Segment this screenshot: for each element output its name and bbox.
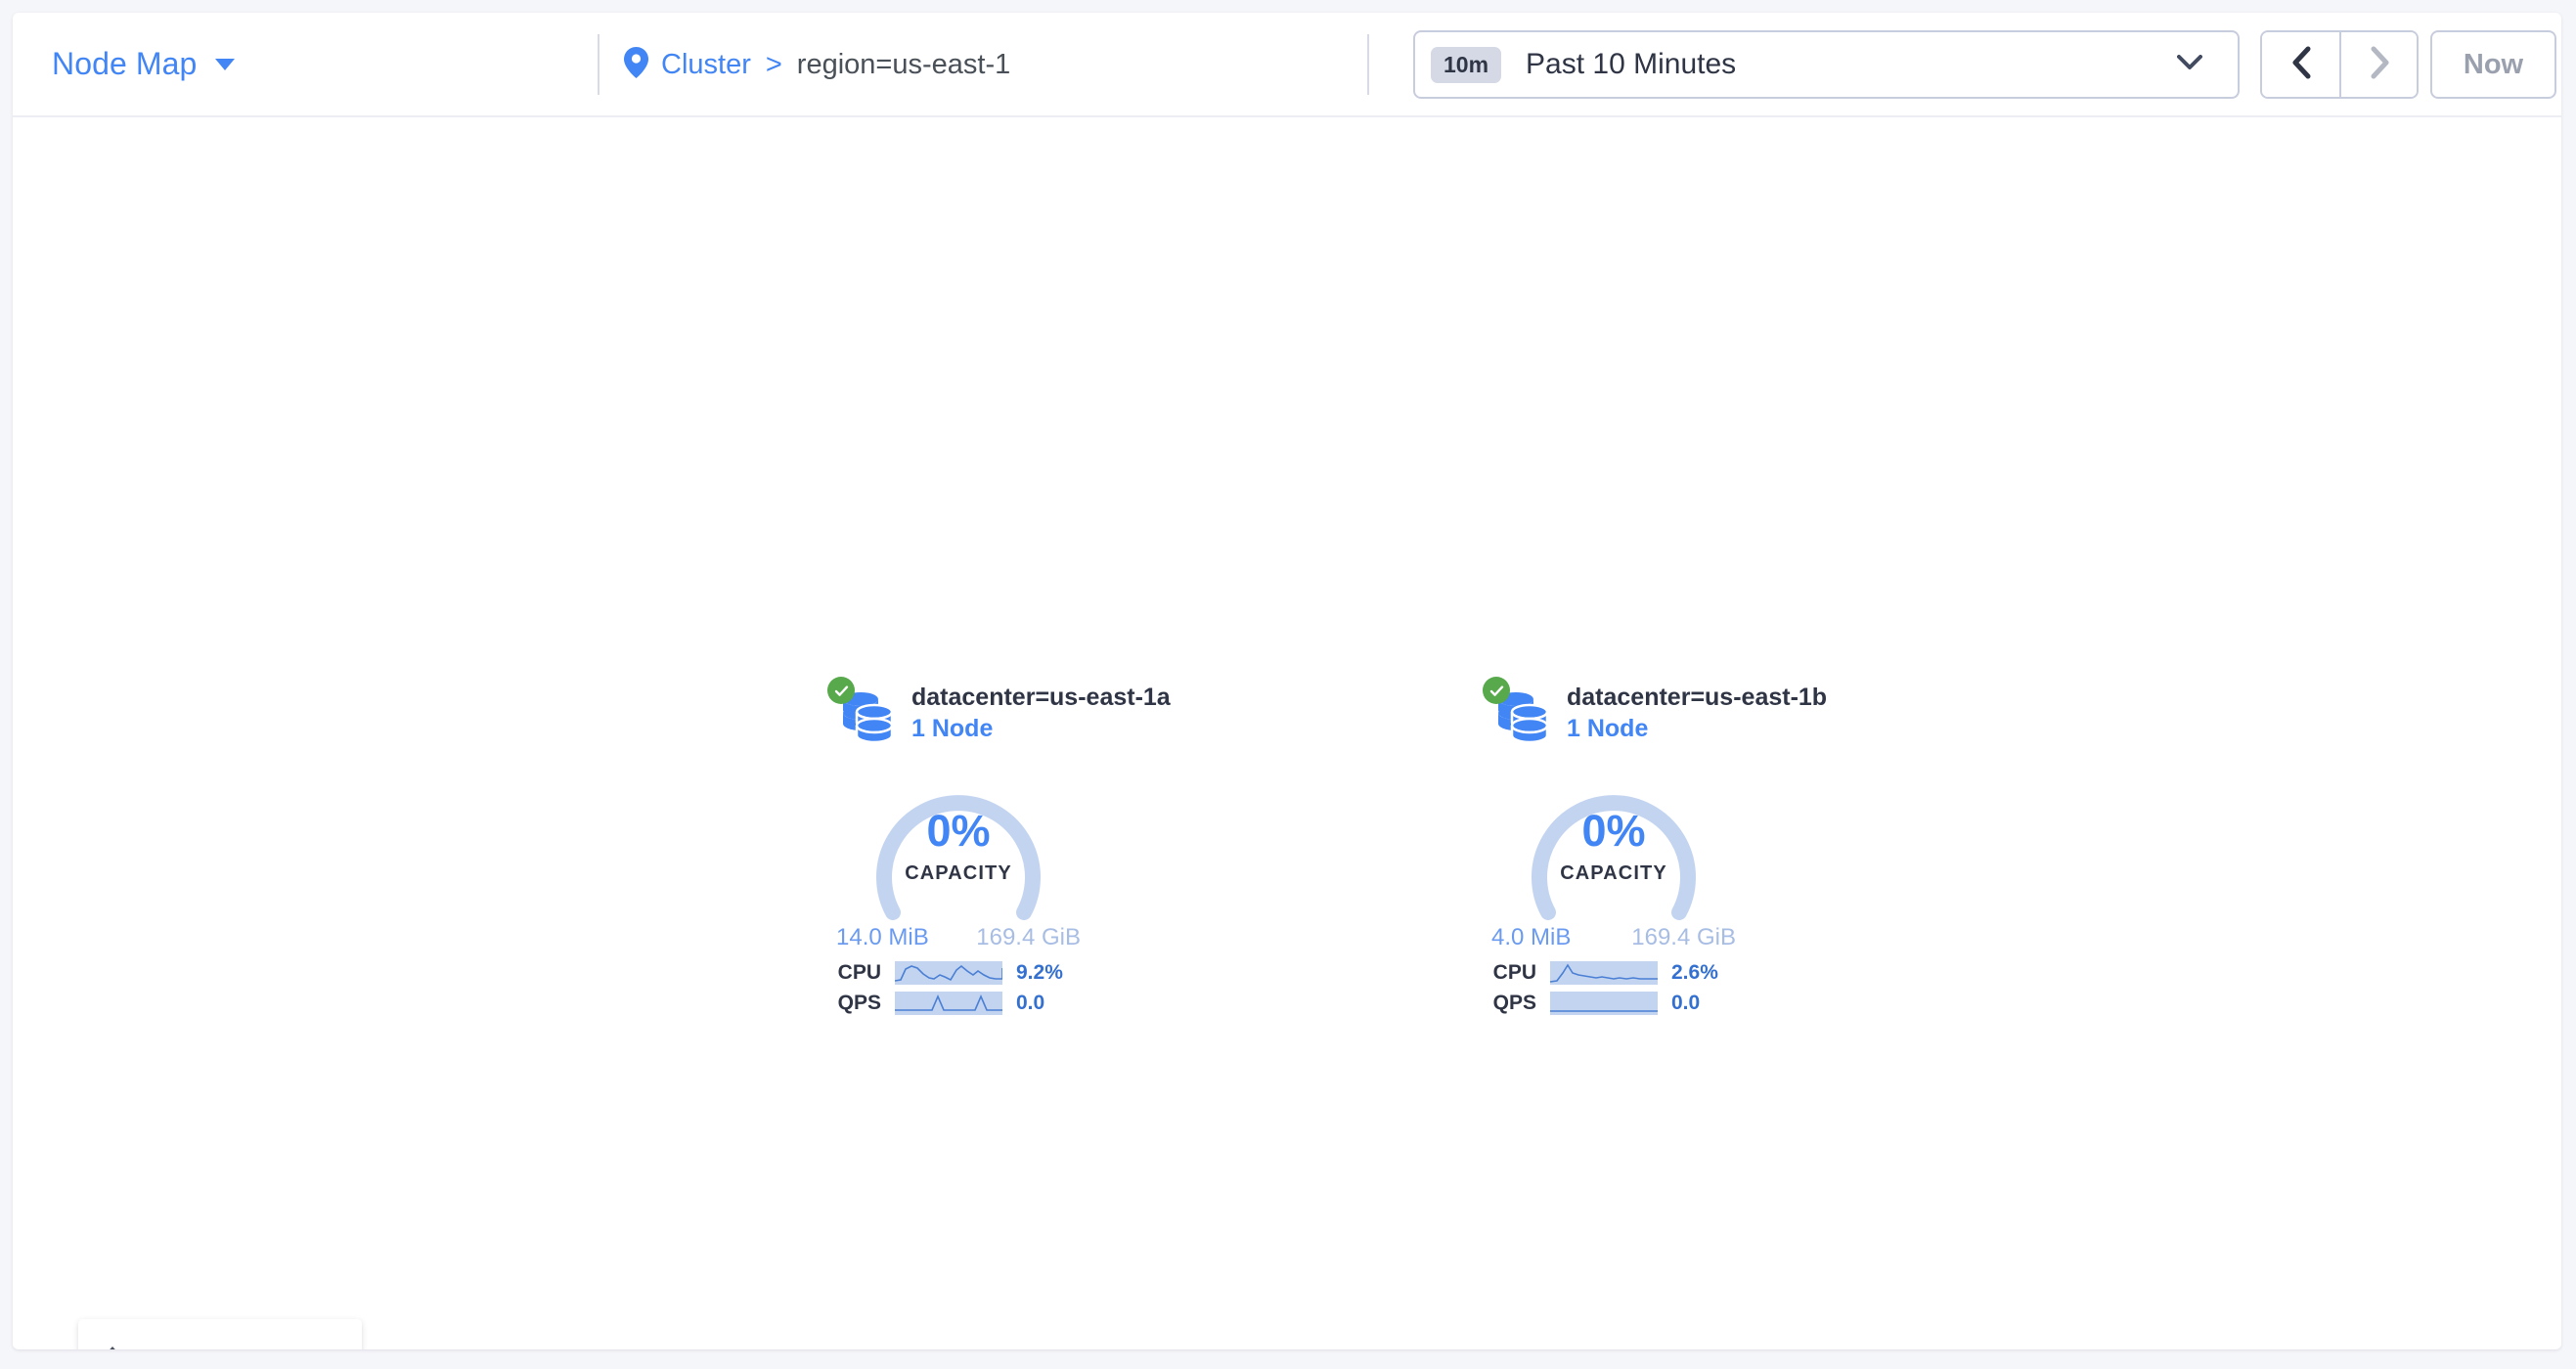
metric-row: CPU 9.2% bbox=[836, 957, 1090, 988]
database-stack-icon bbox=[1483, 677, 1551, 747]
node-metrics: CPU 2.6% QPS 0.0 bbox=[1491, 957, 1746, 1018]
up-to-cluster-button[interactable]: Up to CLUSTER bbox=[78, 1319, 362, 1349]
capacity-gauge: 0% CAPACITY bbox=[1511, 764, 1716, 920]
node-group-titles: datacenter=us-east-1a 1 Node bbox=[911, 677, 1171, 746]
time-range-label: Past 10 Minutes bbox=[1526, 48, 1737, 80]
node-group-count[interactable]: 1 Node bbox=[1567, 715, 1649, 743]
node-group[interactable]: datacenter=us-east-1a 1 Node 0% CAPACITY… bbox=[815, 677, 1225, 1018]
capacity-gauge-text: 0% CAPACITY bbox=[1511, 809, 1716, 885]
metric-label: QPS bbox=[837, 991, 881, 1014]
node-group-header: datacenter=us-east-1a 1 Node bbox=[815, 677, 1225, 747]
capacity-gauge: 0% CAPACITY bbox=[856, 764, 1061, 920]
toolbar-divider bbox=[598, 34, 600, 95]
capacity-used: 4.0 MiB bbox=[1491, 924, 1572, 950]
toolbar: Node Map Cluster > region=us-east-1 10m … bbox=[13, 13, 2561, 117]
capacity-values: 4.0 MiB 169.4 GiB bbox=[1491, 924, 1736, 951]
metric-row: QPS 0.0 bbox=[1491, 988, 1746, 1018]
metric-row: QPS 0.0 bbox=[836, 988, 1090, 1018]
view-selector-dropdown[interactable]: Node Map bbox=[52, 46, 236, 82]
app-surface: Node Map Cluster > region=us-east-1 10m … bbox=[13, 13, 2561, 1349]
arrow-up-icon bbox=[101, 1345, 124, 1349]
node-group-count[interactable]: 1 Node bbox=[911, 715, 994, 743]
metric-label: CPU bbox=[1492, 960, 1536, 984]
node-map-canvas: datacenter=us-east-1a 1 Node 0% CAPACITY… bbox=[13, 117, 2561, 1349]
metric-label: CPU bbox=[837, 960, 881, 984]
node-group-header: datacenter=us-east-1b 1 Node bbox=[1470, 677, 1881, 747]
capacity-values: 14.0 MiB 169.4 GiB bbox=[836, 924, 1081, 951]
database-stack-icon bbox=[827, 677, 896, 747]
breadcrumb-separator: > bbox=[765, 49, 782, 80]
node-metrics: CPU 9.2% QPS 0.0 bbox=[836, 957, 1090, 1018]
capacity-used: 14.0 MiB bbox=[836, 924, 929, 950]
time-nav-group bbox=[2260, 30, 2419, 99]
chevron-down-icon bbox=[215, 58, 236, 70]
metric-value: 9.2% bbox=[1016, 960, 1063, 984]
metric-label: QPS bbox=[1492, 991, 1536, 1014]
chevron-left-icon bbox=[2290, 46, 2312, 84]
chevron-right-icon bbox=[2369, 46, 2390, 84]
capacity-label: CAPACITY bbox=[905, 862, 1012, 884]
cpu-sparkline bbox=[1550, 960, 1658, 985]
node-group-title: datacenter=us-east-1b bbox=[1567, 684, 1828, 711]
metric-value: 2.6% bbox=[1671, 960, 1718, 984]
chevron-down-icon bbox=[2177, 54, 2202, 75]
metric-value: 0.0 bbox=[1016, 991, 1045, 1014]
capacity-gauge-text: 0% CAPACITY bbox=[856, 809, 1061, 885]
node-group-title: datacenter=us-east-1a bbox=[911, 684, 1171, 711]
capacity-label: CAPACITY bbox=[1560, 862, 1667, 884]
capacity-percent: 0% bbox=[1581, 806, 1646, 856]
time-range-badge: 10m bbox=[1431, 46, 1502, 83]
qps-sparkline bbox=[895, 991, 1002, 1015]
now-button[interactable]: Now bbox=[2430, 30, 2556, 99]
breadcrumb: Cluster > region=us-east-1 bbox=[624, 13, 1010, 117]
location-pin-icon bbox=[624, 47, 648, 83]
next-period-button[interactable] bbox=[2339, 32, 2417, 97]
breadcrumb-current: region=us-east-1 bbox=[796, 49, 1011, 80]
metric-row: CPU 2.6% bbox=[1491, 957, 1746, 988]
up-to-cluster-label: Up to CLUSTER bbox=[131, 1346, 339, 1350]
breadcrumb-link-cluster[interactable]: Cluster bbox=[661, 49, 751, 80]
capacity-percent: 0% bbox=[926, 806, 991, 856]
capacity-total: 169.4 GiB bbox=[1631, 924, 1736, 950]
toolbar-divider bbox=[1367, 34, 1369, 95]
qps-sparkline bbox=[1550, 991, 1658, 1015]
time-range-selector[interactable]: 10m Past 10 Minutes bbox=[1413, 30, 2240, 99]
view-selector-label: Node Map bbox=[52, 46, 198, 81]
node-group[interactable]: datacenter=us-east-1b 1 Node 0% CAPACITY… bbox=[1470, 677, 1881, 1018]
cpu-sparkline bbox=[895, 960, 1002, 985]
node-group-titles: datacenter=us-east-1b 1 Node bbox=[1567, 677, 1827, 746]
now-button-label: Now bbox=[2463, 48, 2524, 80]
metric-value: 0.0 bbox=[1671, 991, 1701, 1014]
capacity-total: 169.4 GiB bbox=[976, 924, 1081, 950]
prev-period-button[interactable] bbox=[2262, 32, 2339, 97]
check-circle-icon bbox=[1483, 677, 1510, 704]
check-circle-icon bbox=[827, 677, 855, 704]
